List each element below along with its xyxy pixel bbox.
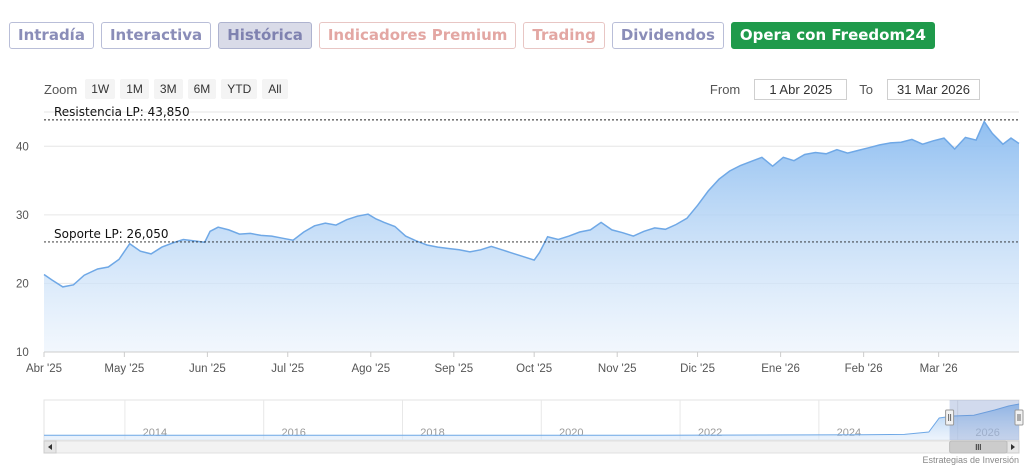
x-tick-label: Feb '26 xyxy=(845,363,883,375)
date-range-selector: From To xyxy=(710,79,980,100)
navigator-panel xyxy=(43,399,1020,441)
navigator-line xyxy=(44,403,1020,436)
y-tick-label: 40 xyxy=(16,141,29,153)
navigator-handle-left[interactable] xyxy=(945,409,955,426)
x-tick-label: Oct '25 xyxy=(516,363,552,375)
navigator-area xyxy=(44,404,1019,440)
tab-interactiva[interactable]: Interactiva xyxy=(100,22,212,49)
x-tick-label: Ago '25 xyxy=(351,363,390,375)
annotation-label: Soporte LP: 26,050 xyxy=(54,227,169,241)
price-area-fill xyxy=(44,121,1019,352)
zoom-label: Zoom xyxy=(44,81,78,97)
x-tick-label: Dic '25 xyxy=(680,363,715,375)
tab-dividendos[interactable]: Dividendos xyxy=(611,22,724,49)
x-tick-label: Ene '26 xyxy=(761,363,800,375)
y-tick-label: 30 xyxy=(16,210,29,222)
zoom-1m-button[interactable]: 1M xyxy=(120,79,149,99)
credits: Estrategias de Inversión xyxy=(922,455,1019,465)
annotation-label: Resistencia LP: 43,850 xyxy=(54,105,190,119)
zoom-1w-button[interactable]: 1W xyxy=(85,79,116,99)
zoom-ytd-button[interactable]: YTD xyxy=(221,79,258,99)
opera-con-freedom24-button[interactable]: Opera con Freedom24 xyxy=(730,22,935,49)
zoom-selector: Zoom 1W 1M 3M 6M YTD All xyxy=(44,79,288,99)
tab-trading[interactable]: Trading xyxy=(523,22,605,49)
tab-intradia[interactable]: Intradía xyxy=(9,22,94,49)
from-label: From xyxy=(709,82,741,97)
tab-indicadores-premium[interactable]: Indicadores Premium xyxy=(318,22,517,49)
price-series-line xyxy=(43,120,1020,288)
navigator-selected-window xyxy=(949,400,1019,440)
scrollbar-right-arrow-icon xyxy=(1011,444,1015,450)
x-tick-label: Jun '25 xyxy=(189,363,226,375)
y-tick-label: 10 xyxy=(16,347,29,359)
to-date-input[interactable] xyxy=(887,79,980,100)
scrollbar-track xyxy=(43,440,1020,454)
x-tick-label: Mar '26 xyxy=(920,363,958,375)
chart-view-tabs: Intradía Interactiva Histórica Indicador… xyxy=(9,22,935,49)
to-label: To xyxy=(859,82,873,97)
from-date-input[interactable] xyxy=(754,79,848,100)
zoom-6m-button[interactable]: 6M xyxy=(187,79,217,99)
tab-historica[interactable]: Histórica xyxy=(218,22,312,49)
x-tick-label: Abr '25 xyxy=(26,363,62,375)
zoom-all-button[interactable]: All xyxy=(262,79,288,99)
scrollbar-left-arrow-icon xyxy=(48,444,52,450)
x-tick-label: Jul '25 xyxy=(271,363,304,375)
navigator-handle-right[interactable] xyxy=(1014,409,1024,426)
x-tick-label: Sep '25 xyxy=(434,363,473,375)
zoom-3m-button[interactable]: 3M xyxy=(153,79,183,99)
x-tick-label: Nov '25 xyxy=(598,363,637,375)
y-tick-label: 20 xyxy=(16,278,29,290)
x-tick-label: May '25 xyxy=(104,363,144,375)
